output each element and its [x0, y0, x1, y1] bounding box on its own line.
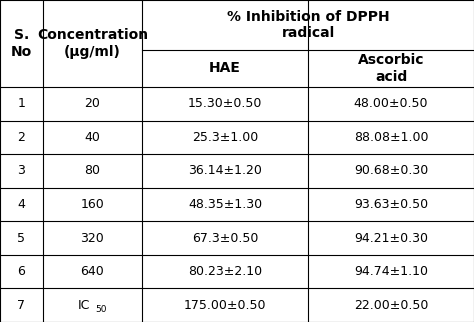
Text: 3: 3	[18, 165, 25, 177]
Text: 94.21±0.30: 94.21±0.30	[354, 232, 428, 244]
Text: 36.14±1.20: 36.14±1.20	[188, 165, 262, 177]
Text: 90.68±0.30: 90.68±0.30	[354, 165, 428, 177]
Text: 20: 20	[84, 97, 100, 110]
Text: 94.74±1.10: 94.74±1.10	[354, 265, 428, 278]
Text: 40: 40	[84, 131, 100, 144]
Text: 88.08±1.00: 88.08±1.00	[354, 131, 428, 144]
Text: 6: 6	[18, 265, 25, 278]
Text: 175.00±0.50: 175.00±0.50	[184, 299, 266, 312]
Text: 80: 80	[84, 165, 100, 177]
Text: 2: 2	[18, 131, 25, 144]
Text: Ascorbic
acid: Ascorbic acid	[358, 53, 424, 83]
Text: 22.00±0.50: 22.00±0.50	[354, 299, 428, 312]
Text: 48.35±1.30: 48.35±1.30	[188, 198, 262, 211]
Text: 320: 320	[81, 232, 104, 244]
Text: 7: 7	[18, 299, 25, 312]
Text: 4: 4	[18, 198, 25, 211]
Text: IC: IC	[78, 299, 90, 312]
Text: % Inhibition of DPPH
radical: % Inhibition of DPPH radical	[227, 10, 390, 40]
Text: 1: 1	[18, 97, 25, 110]
Text: 48.00±0.50: 48.00±0.50	[354, 97, 428, 110]
Text: 25.3±1.00: 25.3±1.00	[192, 131, 258, 144]
Text: 67.3±0.50: 67.3±0.50	[192, 232, 258, 244]
Text: Concentration
(μg/ml): Concentration (μg/ml)	[37, 28, 148, 59]
Text: 640: 640	[81, 265, 104, 278]
Text: S.
No: S. No	[11, 28, 32, 59]
Text: HAE: HAE	[209, 62, 241, 75]
Text: 80.23±2.10: 80.23±2.10	[188, 265, 262, 278]
Text: 5: 5	[18, 232, 25, 244]
Text: 93.63±0.50: 93.63±0.50	[354, 198, 428, 211]
Text: 160: 160	[81, 198, 104, 211]
Text: 50: 50	[95, 305, 107, 314]
Text: 15.30±0.50: 15.30±0.50	[188, 97, 262, 110]
